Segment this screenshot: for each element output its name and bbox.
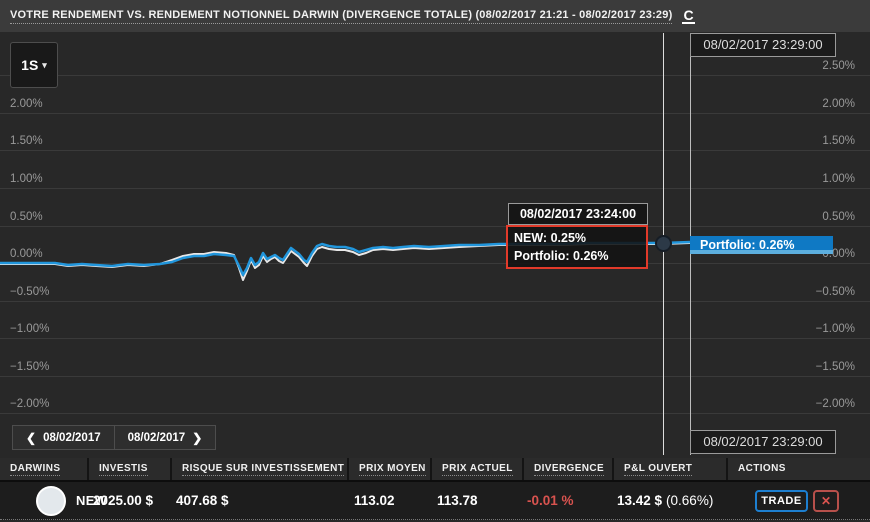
trade-button[interactable]: TRADE bbox=[755, 490, 808, 512]
y-axis-label-right: −2.00% bbox=[815, 398, 855, 410]
column-header-label: PRIX MOYEN bbox=[359, 462, 426, 476]
y-axis-label-left: −2.00% bbox=[10, 398, 50, 410]
y-axis-label-left: −0.50% bbox=[10, 286, 50, 298]
y-axis-label-right: 2.00% bbox=[822, 98, 855, 110]
title-bar: VOTRE RENDEMENT VS. RENDEMENT NOTIONNEL … bbox=[0, 0, 870, 32]
darwin-avatar bbox=[36, 486, 66, 516]
open-pl-amount: 13.42 $ bbox=[617, 493, 663, 508]
y-axis-label-right: 1.50% bbox=[822, 135, 855, 147]
next-date-label: 08/02/2017 bbox=[127, 431, 186, 444]
column-header-actions[interactable]: ACTIONS bbox=[728, 458, 870, 480]
y-axis-label-left: −1.00% bbox=[10, 323, 50, 335]
y-axis-label-left: 0.50% bbox=[10, 211, 43, 223]
y-axis-label-right: −1.00% bbox=[815, 323, 855, 335]
prev-date-label: 08/02/2017 bbox=[43, 431, 101, 444]
cursor-point-marker bbox=[655, 235, 672, 252]
tooltip-timestamp: 08/02/2017 23:24:00 bbox=[508, 203, 648, 225]
tooltip-new-value: NEW: 0.25% bbox=[514, 231, 587, 245]
column-header-p&l-ouvert[interactable]: P&L OUVERT bbox=[614, 458, 726, 480]
chart-plot: 1S ▾ 08/02/2017 23:29:00 08/02/2017 23:2… bbox=[0, 32, 870, 455]
tooltip-values: NEW: 0.25% Portfolio: 0.26% bbox=[506, 225, 648, 269]
y-axis-label-left: 0.00% bbox=[10, 248, 43, 260]
y-axis-label-left: 1.50% bbox=[10, 135, 43, 147]
column-header-label: DIVERGENCE bbox=[534, 462, 605, 476]
chart-end-time-bottom: 08/02/2017 23:29:00 bbox=[690, 430, 836, 454]
gridline bbox=[0, 413, 870, 414]
gridline bbox=[0, 113, 870, 114]
next-date-button[interactable]: 08/02/2017 ❯ bbox=[113, 426, 216, 449]
position-row: NEW 2025.00 $ 407.68 $ 113.02 113.78 -0.… bbox=[0, 480, 870, 520]
column-header-investis[interactable]: INVESTIS bbox=[89, 458, 170, 480]
column-header-darwins[interactable]: DARWINS bbox=[0, 458, 87, 480]
darwin-name-link[interactable]: NEW bbox=[76, 493, 108, 508]
column-header-label: P&L OUVERT bbox=[624, 462, 693, 476]
timeframe-dropdown[interactable]: 1S ▾ bbox=[10, 42, 58, 88]
positions-table-header: DARWINS INVESTIS RISQUE SUR INVESTISSEMENT… bbox=[0, 458, 870, 480]
chart-end-time-top: 08/02/2017 23:29:00 bbox=[690, 33, 836, 57]
refresh-icon[interactable]: C bbox=[682, 7, 695, 24]
chevron-down-icon: ▾ bbox=[42, 59, 47, 70]
gridline bbox=[0, 301, 870, 302]
tooltip-portfolio-value: Portfolio: 0.26% bbox=[514, 249, 609, 263]
column-header-prix-moyen[interactable]: PRIX MOYEN bbox=[349, 458, 430, 480]
divergence-value: -0.01 % bbox=[527, 493, 574, 508]
column-header-prix-actuel[interactable]: PRIX ACTUEL bbox=[432, 458, 522, 480]
risk-value: 407.68 $ bbox=[176, 493, 229, 508]
column-header-label: PRIX ACTUEL bbox=[442, 462, 513, 476]
y-axis-label-left: 2.00% bbox=[10, 98, 43, 110]
open-pl-value: 13.42 $ (0.66%) bbox=[617, 493, 713, 508]
gridline bbox=[0, 75, 870, 76]
portfolio-value-badge: Portfolio: 0.26% bbox=[690, 236, 833, 254]
y-axis-label-right: 0.50% bbox=[822, 211, 855, 223]
column-header-label: DARWINS bbox=[10, 462, 61, 476]
avg-price-value: 113.02 bbox=[354, 493, 395, 508]
close-position-button[interactable]: ✕ bbox=[813, 490, 839, 512]
gridline bbox=[0, 376, 870, 377]
invested-value: 2025.00 $ bbox=[93, 493, 154, 508]
y-axis-label-left: −1.50% bbox=[10, 361, 50, 373]
gridline bbox=[0, 150, 870, 151]
gridline bbox=[0, 226, 870, 227]
column-header-label: INVESTIS bbox=[99, 462, 148, 476]
timeframe-label: 1S bbox=[21, 57, 39, 73]
current-price-value: 113.78 bbox=[437, 493, 478, 508]
y-axis-label-right: 1.00% bbox=[822, 173, 855, 185]
chevron-left-icon: ❮ bbox=[26, 430, 37, 445]
chart-title: VOTRE RENDEMENT VS. RENDEMENT NOTIONNEL … bbox=[10, 9, 673, 24]
gridline bbox=[0, 338, 870, 339]
chevron-right-icon: ❯ bbox=[192, 430, 203, 445]
prev-date-button[interactable]: ❮ 08/02/2017 bbox=[13, 426, 114, 449]
gridline bbox=[0, 263, 870, 264]
y-axis-label-right: 2.50% bbox=[822, 60, 855, 72]
column-header-label: RISQUE SUR INVESTISSEMENT bbox=[182, 462, 345, 476]
column-header-risque-sur-investissement[interactable]: RISQUE SUR INVESTISSEMENT bbox=[172, 458, 347, 480]
gridline bbox=[0, 188, 870, 189]
y-axis-label-right: −0.50% bbox=[815, 286, 855, 298]
column-header-label: ACTIONS bbox=[738, 463, 786, 474]
y-axis-label-left: 1.00% bbox=[10, 173, 43, 185]
y-axis-label-right: −1.50% bbox=[815, 361, 855, 373]
open-pl-percent: (0.66%) bbox=[666, 493, 714, 508]
date-navigation: ❮ 08/02/2017 08/02/2017 ❯ bbox=[12, 425, 217, 450]
column-header-divergence[interactable]: DIVERGENCE bbox=[524, 458, 612, 480]
